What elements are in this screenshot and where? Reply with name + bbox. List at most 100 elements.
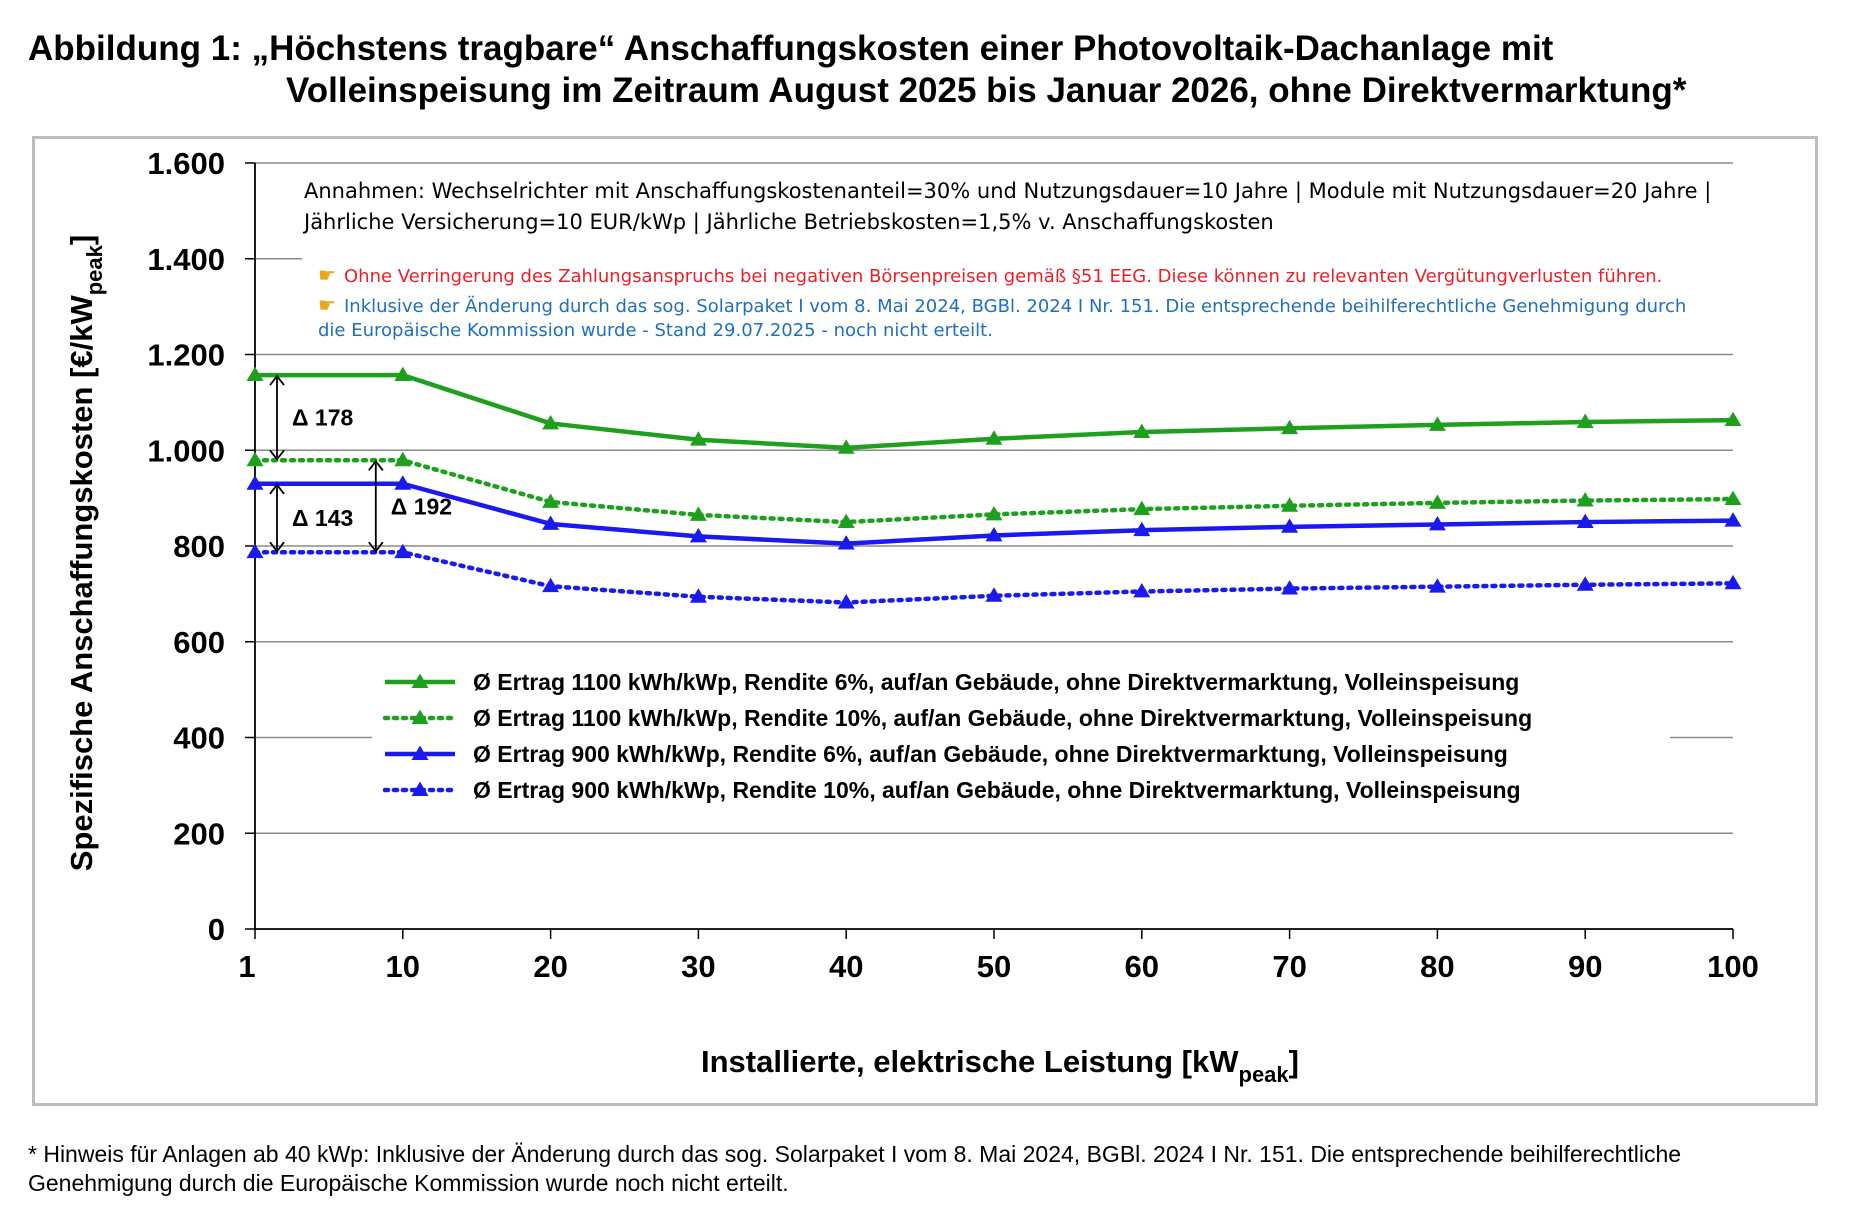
note-blue-text-line1: Inklusive der Änderung durch das sog. So… [344, 296, 1687, 317]
series-lines [246, 366, 1742, 609]
data-point-marker [837, 535, 855, 550]
x-tick-label: 80 [1420, 949, 1454, 984]
data-point-marker [542, 414, 560, 430]
data-point-marker [1576, 413, 1594, 428]
footnote-line2: Genehmigung durch die Europäische Kommis… [28, 1170, 789, 1196]
data-point-marker [689, 506, 707, 521]
data-point-marker [1428, 578, 1446, 593]
data-point-marker [394, 451, 412, 467]
y-tick-label: 1.000 [147, 433, 225, 468]
data-point-marker [1724, 490, 1742, 506]
x-axis-label: Installierte, elektrische Leistung [kWpe… [701, 1044, 1299, 1087]
x-tick-label: 70 [1272, 949, 1306, 984]
data-point-marker [985, 526, 1003, 542]
y-tick-label: 1.400 [147, 242, 225, 277]
data-point-marker [1724, 411, 1742, 427]
footnote-line1: * Hinweis für Anlagen ab 40 kWp: Inklusi… [28, 1141, 1682, 1167]
data-point-marker [689, 588, 707, 603]
chart-frame [32, 136, 1818, 1106]
x-tick-label: 90 [1568, 949, 1602, 984]
data-point-marker [1428, 416, 1446, 431]
delta-arrow [368, 459, 384, 553]
data-point-marker [394, 475, 412, 490]
data-point-marker [985, 505, 1003, 521]
delta-label: Δ 178 [292, 405, 354, 431]
x-tick-label: 1 [238, 949, 255, 984]
note-blue: ☛ Inklusive der Änderung durch das sog. S… [318, 293, 1686, 317]
data-point-marker [246, 451, 264, 467]
note-blue-line2: die Europäische Kommission wurde - Stand… [318, 320, 993, 341]
x-tick-label: 60 [1125, 949, 1159, 984]
y-tick-label: 1.600 [147, 146, 225, 181]
figure-title-line2: Volleinspeisung im Zeitraum August 2025 … [286, 71, 1687, 110]
data-point-marker [1281, 497, 1299, 512]
data-point-marker [689, 527, 707, 543]
delta-annotations: Δ 178 Δ 143 Δ 192 [269, 374, 452, 553]
assumptions-line1: Annahmen: Wechselrichter mit Anschaffung… [304, 179, 1712, 203]
y-tick-label: 800 [173, 529, 225, 564]
delta-arrow [269, 374, 285, 461]
footnote: * Hinweis für Anlagen ab 40 kWp: Inklusi… [28, 1140, 1858, 1198]
data-point-marker [1281, 419, 1299, 435]
legend-label: Ø Ertrag 900 kWh/kWp, Rendite 10%, auf/a… [473, 777, 1521, 803]
data-point-marker [246, 475, 264, 490]
data-point-marker [542, 515, 560, 530]
figure-title-line1: Abbildung 1: „Höchstens tragbare“ Anscha… [28, 29, 1554, 68]
x-tick-label: 40 [829, 949, 863, 984]
note-red-text: Ohne Verringerung des Zahlungsanspruchs … [344, 266, 1663, 287]
data-point-marker [1576, 513, 1594, 529]
y-tick-label: 1.200 [147, 338, 225, 373]
assumptions-line2: Jährliche Versicherung=10 EUR/kWp | Jähr… [304, 210, 1274, 234]
data-point-marker [246, 543, 264, 559]
data-point-marker [246, 366, 264, 382]
y-tick-labels: 0 200 400 600 800 1.000 1.200 1.400 1.600 [147, 146, 225, 947]
legend-marker [411, 745, 429, 760]
series-line-4 [252, 549, 1736, 605]
data-point-marker [1133, 500, 1151, 516]
data-point-marker [1133, 582, 1151, 598]
data-point-marker [985, 587, 1003, 602]
data-point-marker [1724, 574, 1742, 590]
x-tick-label: 50 [977, 949, 1011, 984]
data-point-marker [1576, 492, 1594, 507]
x-tick-labels: 1 10 20 30 40 50 60 70 80 90 100 [238, 949, 1758, 984]
note-red: ☛ Ohne Verringerung des Zahlungsanspruchs… [318, 263, 1662, 287]
data-point-marker [1576, 576, 1594, 591]
y-tick-label: 200 [173, 816, 225, 851]
data-point-marker [689, 431, 707, 446]
delta-label: Δ 192 [391, 493, 452, 519]
y-tick-label: 600 [173, 625, 225, 660]
x-tick-label: 30 [681, 949, 715, 984]
data-point-marker [1428, 494, 1446, 509]
legend: Ø Ertrag 1100 kWh/kWp, Rendite 6%, auf/a… [372, 655, 1670, 807]
legend-marker [411, 781, 429, 796]
data-point-marker [394, 366, 412, 382]
legend-label: Ø Ertrag 900 kWh/kWp, Rendite 6%, auf/an… [473, 741, 1508, 767]
y-tick-label: 400 [173, 721, 225, 756]
legend-label: Ø Ertrag 1100 kWh/kWp, Rendite 10%, auf/… [473, 705, 1532, 731]
data-point-marker [1428, 515, 1446, 531]
annotation-box: Annahmen: Wechselrichter mit Anschaffung… [302, 176, 1742, 352]
pointing-hand-icon: ☛ [318, 293, 336, 317]
delta-label: Δ 143 [292, 505, 353, 531]
legend-box [372, 655, 1670, 807]
data-point-marker [1133, 423, 1151, 439]
x-tick-label: 20 [533, 949, 567, 984]
data-point-marker [1724, 512, 1742, 527]
y-tick-label: 0 [208, 912, 225, 947]
data-point-marker [1281, 580, 1299, 595]
delta-arrow [269, 483, 285, 553]
legend-label: Ø Ertrag 1100 kWh/kWp, Rendite 6%, auf/a… [473, 669, 1519, 695]
y-axis-label: Spezifische Anschaffungskosten [€/kWpeak… [64, 235, 107, 871]
figure-title: Abbildung 1: „Höchstens tragbare“ Anscha… [28, 28, 1848, 112]
x-tick-label: 100 [1707, 949, 1759, 984]
data-point-marker [542, 577, 560, 593]
data-point-marker [837, 439, 855, 454]
data-point-marker [1281, 518, 1299, 533]
x-tick-label: 10 [386, 949, 420, 984]
data-point-marker [985, 430, 1003, 445]
legend-marker [411, 673, 429, 688]
pointing-hand-icon: ☛ [318, 263, 336, 287]
data-point-marker [1133, 521, 1151, 537]
